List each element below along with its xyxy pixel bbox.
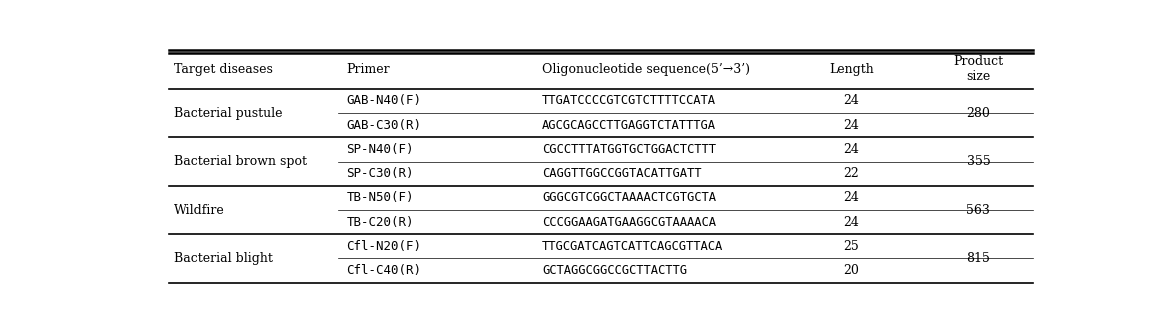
Text: GGGCGTCGGCTAAAACTCGTGCTA: GGGCGTCGGCTAAAACTCGTGCTA	[542, 191, 716, 204]
Text: Bacterial blight: Bacterial blight	[174, 252, 273, 265]
Text: 24: 24	[843, 119, 859, 132]
Text: Cfl-C40(R): Cfl-C40(R)	[347, 264, 421, 277]
Text: SP-C30(R): SP-C30(R)	[347, 167, 414, 180]
Text: GAB-C30(R): GAB-C30(R)	[347, 119, 421, 132]
Text: Target diseases: Target diseases	[174, 63, 273, 76]
Text: 22: 22	[843, 167, 859, 180]
Text: 24: 24	[843, 143, 859, 156]
Text: Oligonucleotide sequence(5’→3’): Oligonucleotide sequence(5’→3’)	[542, 63, 750, 76]
Text: 24: 24	[843, 94, 859, 108]
Text: GAB-N40(F): GAB-N40(F)	[347, 94, 421, 108]
Text: CGCCTTTATGGTGCTGGACTCTTT: CGCCTTTATGGTGCTGGACTCTTT	[542, 143, 716, 156]
Text: 24: 24	[843, 215, 859, 229]
Text: CAGGTTGGCCGGTACATTGATT: CAGGTTGGCCGGTACATTGATT	[542, 167, 701, 180]
Text: 355: 355	[967, 155, 990, 168]
Text: TTGCGATCAGTCATTCAGCGTTACA: TTGCGATCAGTCATTCAGCGTTACA	[542, 240, 724, 253]
Text: 20: 20	[843, 264, 859, 277]
Text: CCCGGAAGATGAAGGCGTAAAACA: CCCGGAAGATGAAGGCGTAAAACA	[542, 215, 716, 229]
Text: 24: 24	[843, 191, 859, 204]
Text: AGCGCAGCCTTGAGGTCTATTTGA: AGCGCAGCCTTGAGGTCTATTTGA	[542, 119, 716, 132]
Text: Length: Length	[829, 63, 874, 76]
Text: Bacterial pustule: Bacterial pustule	[174, 107, 283, 120]
Text: Primer: Primer	[347, 63, 391, 76]
Text: TB-N50(F): TB-N50(F)	[347, 191, 414, 204]
Text: SP-N40(F): SP-N40(F)	[347, 143, 414, 156]
Text: TB-C20(R): TB-C20(R)	[347, 215, 414, 229]
Text: 25: 25	[843, 240, 859, 253]
Text: 280: 280	[967, 107, 990, 120]
Text: Cfl-N20(F): Cfl-N20(F)	[347, 240, 421, 253]
Text: GCTAGGCGGCCGCTTACTTG: GCTAGGCGGCCGCTTACTTG	[542, 264, 687, 277]
Text: Product
size: Product size	[954, 55, 1003, 83]
Text: 563: 563	[967, 204, 990, 216]
Text: 815: 815	[967, 252, 990, 265]
Text: Wildfire: Wildfire	[174, 204, 225, 216]
Text: Bacterial brown spot: Bacterial brown spot	[174, 155, 307, 168]
Text: TTGATCCCCGTCGTCTTTTCCATA: TTGATCCCCGTCGTCTTTTCCATA	[542, 94, 716, 108]
